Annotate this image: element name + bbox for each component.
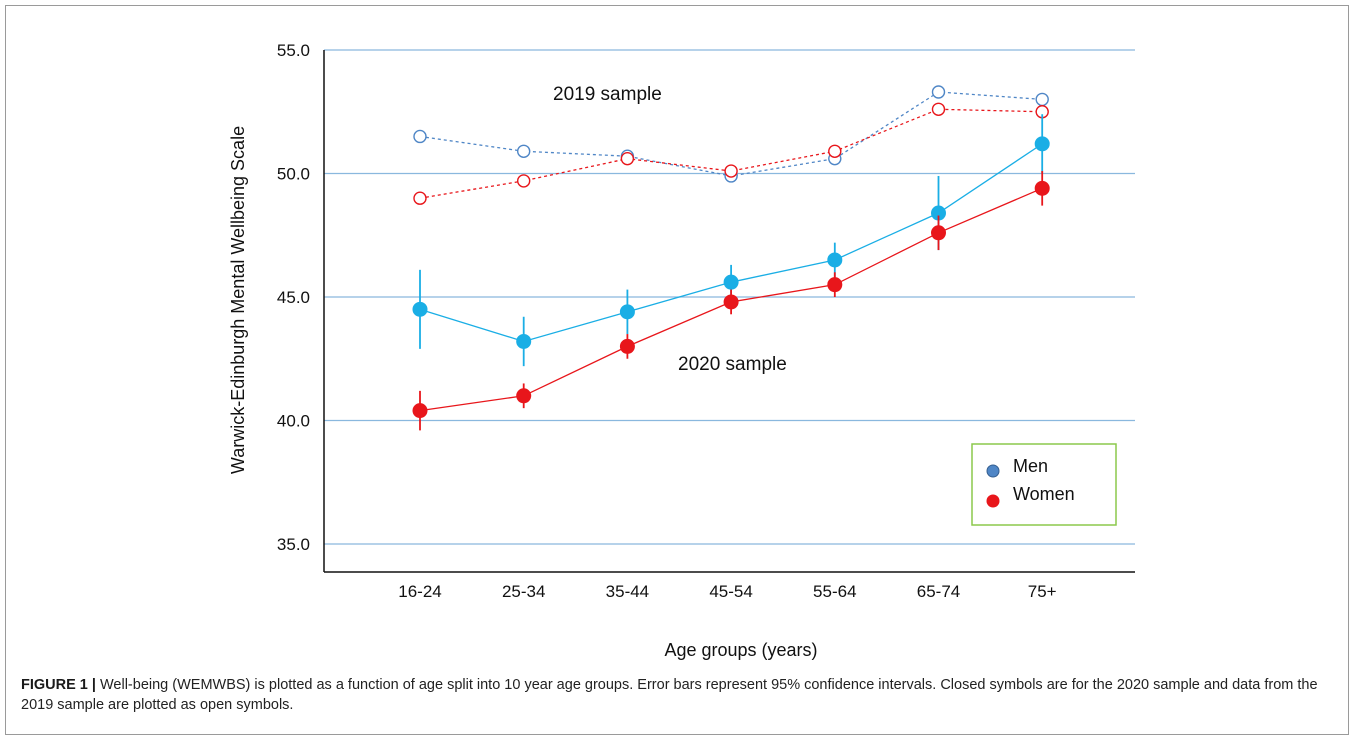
data-point-women-2020 [827, 277, 843, 293]
x-tick-label: 75+ [1028, 582, 1057, 601]
data-point-women-2019 [413, 191, 427, 205]
data-point-women-2019 [931, 102, 946, 116]
series-women-2020 [412, 171, 1050, 431]
figure-caption: FIGURE 1 | Well-being (WEMWBS) is plotte… [21, 675, 1341, 715]
data-point-men-2020 [931, 205, 946, 221]
legend-men-marker [986, 464, 1000, 478]
x-tick-label: 16-24 [398, 582, 441, 601]
data-point-men-2019 [1035, 92, 1049, 107]
y-tick-label: 45.0 [277, 288, 310, 307]
data-point-men-2020 [412, 301, 428, 317]
x-tick-label: 55-64 [813, 582, 856, 601]
caption-text: Well-being (WEMWBS) is plotted as a func… [21, 677, 1318, 713]
data-point-men-2020 [516, 333, 532, 349]
data-point-women-2020 [412, 403, 428, 419]
data-point-women-2019 [828, 144, 842, 158]
data-point-men-2019 [413, 129, 427, 144]
data-point-men-2019 [931, 85, 946, 99]
caption-label: FIGURE 1 | [21, 677, 96, 693]
x-tick-label: 45-54 [709, 582, 752, 601]
data-point-women-2020 [931, 225, 946, 241]
legend-women-label: Women [1013, 484, 1075, 504]
series-line-men-2019 [419, 91, 1043, 177]
data-point-women-2019 [517, 174, 531, 188]
x-axis-label: Age groups (years) [664, 640, 817, 660]
figure-frame [5, 5, 1349, 735]
x-tick-labels: 16-24 25-34 35-44 45-54 55-64 65-74 75+ [398, 582, 1056, 601]
data-point-men-2020 [723, 274, 739, 290]
annotation-2020-sample: 2020 sample [678, 354, 787, 375]
x-tick-label: 35-44 [606, 582, 649, 601]
x-tick-label: 25-34 [502, 582, 545, 601]
y-axis-label: Warwick-Edinburgh Mental Wellbeing Scale [228, 126, 248, 474]
y-tick-label: 40.0 [277, 412, 310, 431]
data-point-women-2019 [620, 151, 635, 166]
data-point-women-2020 [619, 338, 635, 354]
y-tick-labels: 35.0 40.0 45.0 50.0 55.0 [277, 41, 310, 554]
legend-men-label: Men [1013, 456, 1048, 476]
data-point-women-2020 [516, 388, 532, 404]
legend: Men Women [971, 443, 1117, 526]
series-men-2020 [412, 114, 1050, 367]
axes [323, 50, 1135, 573]
annotation-2019-sample: 2019 sample [553, 84, 662, 105]
x-tick-label: 65-74 [917, 582, 960, 601]
series-women-2019 [413, 102, 1049, 205]
y-tick-label: 50.0 [277, 165, 310, 184]
series-line-women-2019 [419, 108, 1043, 199]
legend-box [971, 443, 1117, 526]
y-tick-label: 55.0 [277, 41, 310, 60]
series [412, 85, 1050, 431]
y-tick-label: 35.0 [277, 535, 310, 554]
data-point-women-2019 [724, 164, 738, 178]
data-point-men-2020 [1034, 136, 1050, 152]
legend-women-marker [986, 494, 1000, 508]
data-point-men-2019 [517, 144, 531, 158]
data-point-women-2020 [723, 294, 739, 310]
data-point-men-2020 [827, 252, 843, 268]
data-point-women-2020 [1034, 180, 1050, 196]
data-point-men-2020 [619, 304, 635, 320]
